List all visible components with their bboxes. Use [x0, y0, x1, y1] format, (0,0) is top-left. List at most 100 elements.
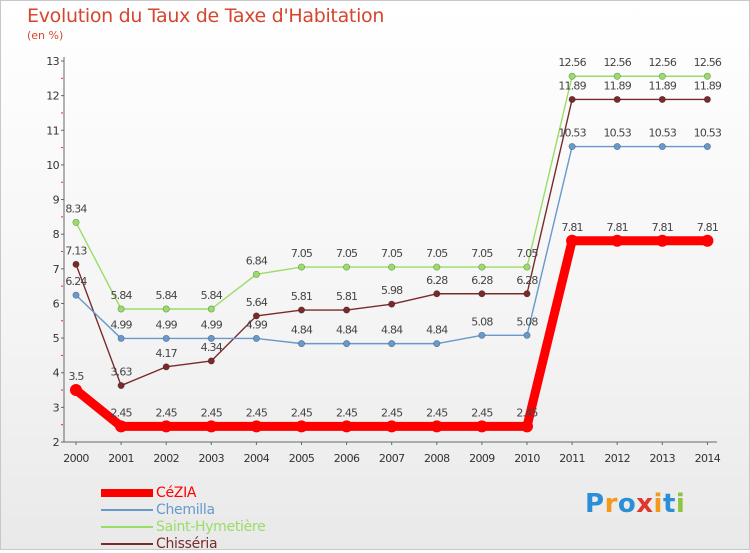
x-tick-label: 2000 — [63, 452, 89, 465]
data-point — [521, 420, 533, 433]
data-label: 10.53 — [649, 127, 677, 140]
data-label: 11.89 — [558, 79, 586, 92]
data-point — [115, 420, 128, 433]
x-tick-label: 2014 — [695, 452, 721, 465]
y-tick-label: 10 — [46, 159, 59, 172]
logo-letter: o — [617, 489, 637, 519]
x-tick-label: 2012 — [604, 452, 630, 465]
data-point — [385, 420, 398, 433]
x-tick-label: 2013 — [649, 452, 675, 465]
data-label: 4.99 — [201, 318, 223, 331]
data-label: 7.05 — [426, 247, 448, 260]
data-label: 7.05 — [291, 247, 313, 260]
data-label: 2.45 — [336, 406, 358, 419]
data-point — [523, 331, 531, 339]
data-label: 7.05 — [471, 247, 493, 260]
data-point — [568, 95, 576, 103]
data-point — [252, 270, 260, 278]
logo-letter: i — [675, 489, 686, 519]
data-label: 7.05 — [516, 247, 538, 260]
data-label: 6.24 — [65, 275, 87, 288]
data-label: 2.45 — [201, 406, 223, 419]
data-label: 8.34 — [65, 202, 87, 215]
data-label: 2.45 — [291, 406, 313, 419]
data-label: 2.45 — [110, 406, 132, 419]
data-label: 5.64 — [246, 296, 268, 309]
data-point — [252, 312, 260, 320]
data-label: 4.99 — [246, 318, 268, 331]
data-label: 7.05 — [381, 247, 403, 260]
data-point — [343, 263, 351, 271]
data-label: 12.56 — [694, 56, 722, 69]
data-point — [343, 340, 351, 348]
x-tick-label: 2002 — [153, 452, 179, 465]
x-tick-label: 2003 — [198, 452, 224, 465]
data-label: 5.84 — [201, 289, 223, 302]
data-label: 6.28 — [516, 274, 538, 287]
data-point — [703, 95, 711, 103]
data-label: 6.28 — [471, 274, 493, 287]
x-tick-label: 2007 — [379, 452, 405, 465]
legend-swatch — [101, 526, 153, 528]
data-point — [523, 263, 531, 271]
data-label: 5.81 — [291, 290, 312, 303]
data-label: 7.81 — [607, 221, 628, 234]
data-point — [117, 305, 125, 313]
data-point — [250, 420, 263, 433]
logo-letter: x — [636, 489, 654, 519]
data-label: 2.45 — [426, 406, 448, 419]
legend-swatch — [101, 509, 153, 511]
legend-label: Saint-Hymetière — [156, 519, 266, 535]
data-point — [205, 420, 218, 433]
data-point — [430, 420, 443, 433]
data-point — [162, 305, 170, 313]
y-tick-label: 8 — [53, 228, 60, 241]
data-point — [478, 331, 486, 339]
data-label: 4.84 — [336, 324, 358, 337]
data-label: 7.81 — [652, 221, 673, 234]
data-label: 4.84 — [426, 324, 448, 337]
data-label: 10.53 — [558, 127, 586, 140]
data-label: 12.56 — [558, 56, 586, 69]
data-point — [117, 382, 125, 390]
logo-letter: P — [585, 489, 605, 519]
y-tick-label: 5 — [53, 332, 60, 345]
x-tick-label: 2010 — [514, 452, 540, 465]
data-point — [701, 234, 714, 247]
x-tick-label: 2001 — [108, 452, 134, 465]
data-point — [340, 420, 353, 433]
proxiti-logo: Proxiti — [585, 489, 685, 519]
data-label: 4.34 — [201, 341, 223, 354]
data-point — [568, 143, 576, 151]
data-label: 3.5 — [68, 370, 84, 383]
data-point — [72, 260, 80, 268]
data-label: 5.84 — [110, 289, 132, 302]
data-point — [162, 334, 170, 342]
data-point — [613, 95, 621, 103]
data-label: 10.53 — [694, 127, 722, 140]
x-tick-label: 2008 — [424, 452, 450, 465]
data-label: 7.05 — [336, 247, 358, 260]
data-point — [72, 291, 80, 299]
data-label: 11.89 — [603, 79, 631, 92]
data-point — [388, 300, 396, 308]
data-label: 5.08 — [471, 315, 493, 328]
data-point — [566, 234, 579, 247]
data-point — [207, 334, 215, 342]
data-point — [658, 72, 666, 80]
data-label: 11.89 — [694, 79, 722, 92]
data-point — [297, 306, 305, 314]
data-point — [207, 357, 215, 365]
data-label: 2.45 — [516, 406, 538, 419]
data-point — [568, 72, 576, 80]
data-label: 10.53 — [603, 127, 631, 140]
data-label: 7.13 — [65, 244, 87, 257]
chart-title: Evolution du Taux de Taxe d'Habitation — [27, 5, 385, 27]
data-point — [658, 95, 666, 103]
legend-swatch — [101, 543, 153, 545]
x-tick-label: 2011 — [559, 452, 585, 465]
data-point — [433, 290, 441, 298]
data-label: 4.99 — [110, 318, 132, 331]
x-tick-label: 2006 — [334, 452, 360, 465]
data-point — [433, 340, 441, 348]
